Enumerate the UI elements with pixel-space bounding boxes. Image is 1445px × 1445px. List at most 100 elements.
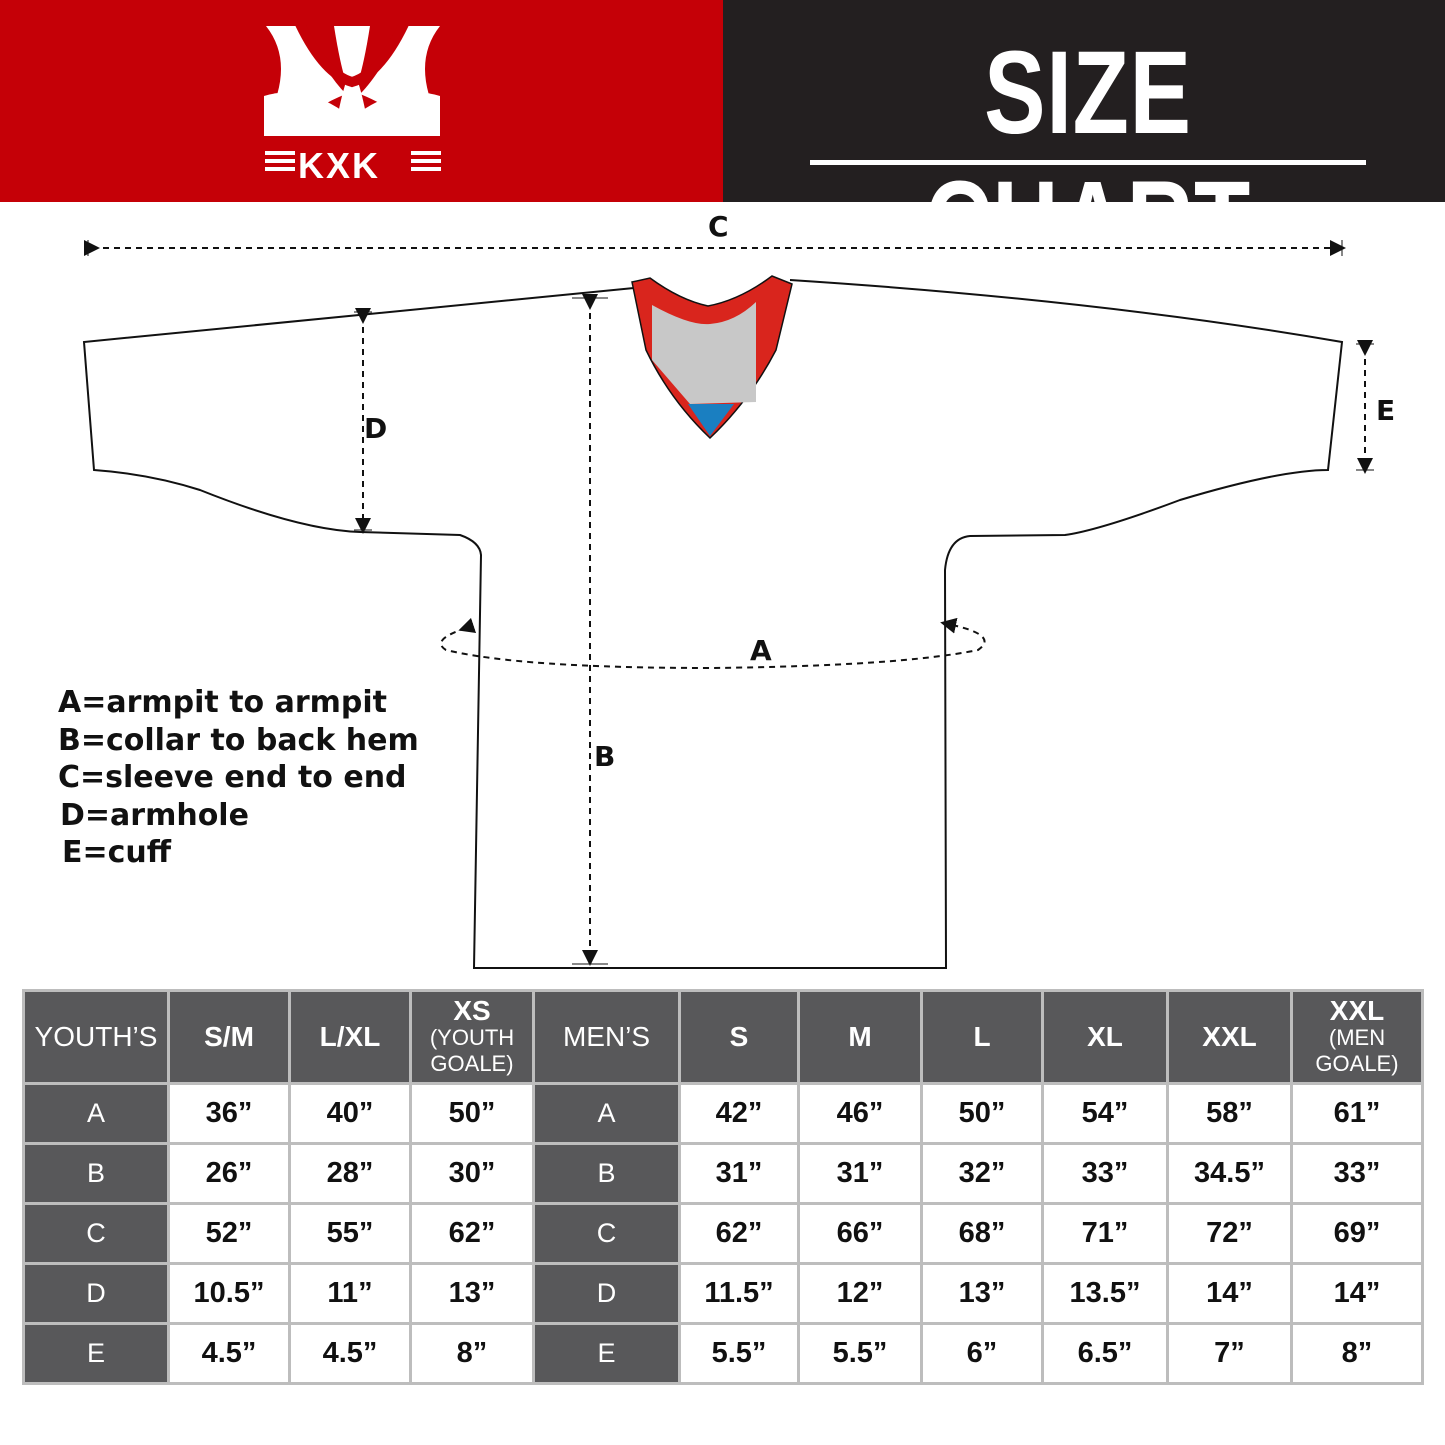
legend-item: E=cuff <box>62 835 172 870</box>
measurement-cell: 26” <box>167 1142 291 1205</box>
measurement-cell: 8” <box>409 1322 535 1385</box>
measurement-cell: 28” <box>288 1142 412 1205</box>
row-key: B <box>22 1142 170 1205</box>
page-title: SIZE CHART <box>924 27 1251 289</box>
table-row: E 4.5” 4.5” 8” E 5.5” 5.5” 6” 6.5” 7” 8” <box>22 1322 1424 1385</box>
row-key: D <box>532 1262 681 1325</box>
measurement-cell: 52” <box>167 1202 291 1265</box>
table-row: C 52” 55” 62” C 62” 66” 68” 71” 72” 69” <box>22 1202 1424 1265</box>
measurement-cell: 8” <box>1290 1322 1424 1385</box>
measurement-cell: 71” <box>1041 1202 1169 1265</box>
measurement-cell: 50” <box>409 1082 535 1145</box>
measurement-cell: 4.5” <box>288 1322 412 1385</box>
measurement-cell: 13.5” <box>1041 1262 1169 1325</box>
measurement-legend: A=armpit to armpit B=collar to back hem … <box>58 684 419 872</box>
label-c: C <box>708 210 729 243</box>
measurement-cell: 31” <box>797 1142 923 1205</box>
size-header: S <box>678 989 800 1085</box>
row-key: C <box>532 1202 681 1265</box>
measurement-cell: 11.5” <box>678 1262 800 1325</box>
measurement-cell: 46” <box>797 1082 923 1145</box>
measurement-cell: 7” <box>1166 1322 1293 1385</box>
measurement-cell: 13” <box>920 1262 1044 1325</box>
header-title-panel <box>723 0 1445 202</box>
table-row: D 10.5” 11” 13” D 11.5” 12” 13” 13.5” 14” 14” <box>22 1262 1424 1325</box>
measurement-cell: 55” <box>288 1202 412 1265</box>
measurement-cell: 50” <box>920 1082 1044 1145</box>
collar-blue <box>688 404 734 436</box>
table-row: B 26” 28” 30” B 31” 31” 32” 33” 34.5” 33” <box>22 1142 1424 1205</box>
row-key: B <box>532 1142 681 1205</box>
measurement-cell: 36” <box>167 1082 291 1145</box>
measurement-cell: 42” <box>678 1082 800 1145</box>
measurement-cell: 32” <box>920 1142 1044 1205</box>
measurement-cell: 31” <box>678 1142 800 1205</box>
size-name: M <box>848 1021 872 1052</box>
measurement-cell: 10.5” <box>167 1262 291 1325</box>
measurement-cell: 40” <box>288 1082 412 1145</box>
measurement-cell: 62” <box>409 1202 535 1265</box>
collar-inner <box>652 302 756 404</box>
measurement-cell: 14” <box>1166 1262 1293 1325</box>
table-header-row: YOUTH’S S/M L/XL XS (YOUTH GOALE) MEN’S S M L XL X… <box>22 989 1424 1085</box>
measurement-cell: 69” <box>1290 1202 1424 1265</box>
header-brand-panel: KXK <box>0 0 723 202</box>
youth-header: YOUTH’S <box>22 989 170 1085</box>
size-header: M <box>797 989 923 1085</box>
legend-item: A=armpit to armpit <box>58 685 387 720</box>
size-note: (YOUTH GOALE) <box>429 1025 515 1076</box>
row-key: D <box>22 1262 170 1325</box>
measurement-cell: 33” <box>1041 1142 1169 1205</box>
measurement-cell: 66” <box>797 1202 923 1265</box>
jersey-diagram <box>82 240 1374 969</box>
measurement-cell: 30” <box>409 1142 535 1205</box>
title-underline <box>810 160 1366 165</box>
legend-item: B=collar to back hem <box>58 722 419 758</box>
logo-stripes-right-icon <box>411 151 441 171</box>
measurement-cell: 6” <box>920 1322 1044 1385</box>
size-note: (MEN GOALE) <box>1315 1025 1399 1076</box>
legend-item: D=armhole <box>60 797 249 833</box>
logo-stripes-left-icon <box>265 151 295 171</box>
measurement-cell: 61” <box>1290 1082 1424 1145</box>
measurement-cell: 68” <box>920 1202 1044 1265</box>
size-header: XS (YOUTH GOALE) <box>409 989 535 1085</box>
row-key: C <box>22 1202 170 1265</box>
measurement-cell: 54” <box>1041 1082 1169 1145</box>
size-name: XXL <box>1202 1021 1257 1052</box>
measurement-cell: 72” <box>1166 1202 1293 1265</box>
size-name: S/M <box>204 1021 254 1052</box>
row-key: E <box>532 1322 681 1385</box>
measurement-cell: 6.5” <box>1041 1322 1169 1385</box>
row-key: E <box>22 1322 170 1385</box>
size-name: L/XL <box>319 1021 381 1052</box>
size-name: XL <box>1087 1021 1123 1052</box>
size-header: L <box>920 989 1044 1085</box>
label-d: D <box>364 412 388 445</box>
measurement-cell: 4.5” <box>167 1322 291 1385</box>
size-header: XXL (MEN GOALE) <box>1290 989 1424 1085</box>
size-header: XXL <box>1166 989 1293 1085</box>
men-header: MEN’S <box>532 989 681 1085</box>
size-name: L <box>973 1021 991 1052</box>
measurement-cell: 14” <box>1290 1262 1424 1325</box>
size-name: S <box>729 1021 749 1052</box>
label-b: B <box>594 740 616 773</box>
measurement-cell: 11” <box>288 1262 412 1325</box>
measurement-cell: 12” <box>797 1262 923 1325</box>
size-name: XS <box>453 995 491 1026</box>
measurement-cell: 58” <box>1166 1082 1293 1145</box>
table-row: A 36” 40” 50” A 42” 46” 50” 54” 58” 61” <box>22 1082 1424 1145</box>
measurement-cell: 62” <box>678 1202 800 1265</box>
measurement-cell: 34.5” <box>1166 1142 1293 1205</box>
dimension-a-ellipse <box>440 617 986 670</box>
row-key: A <box>532 1082 681 1145</box>
row-key: A <box>22 1082 170 1145</box>
size-table: YOUTH’S S/M L/XL XS (YOUTH GOALE) MEN’S S M L XL X… <box>22 989 1424 1385</box>
measurement-cell: 5.5” <box>797 1322 923 1385</box>
brand-name: KXK <box>298 145 381 186</box>
label-a: A <box>750 634 772 667</box>
size-header: S/M <box>167 989 291 1085</box>
size-name: XXL <box>1329 995 1385 1026</box>
label-e: E <box>1376 394 1396 427</box>
